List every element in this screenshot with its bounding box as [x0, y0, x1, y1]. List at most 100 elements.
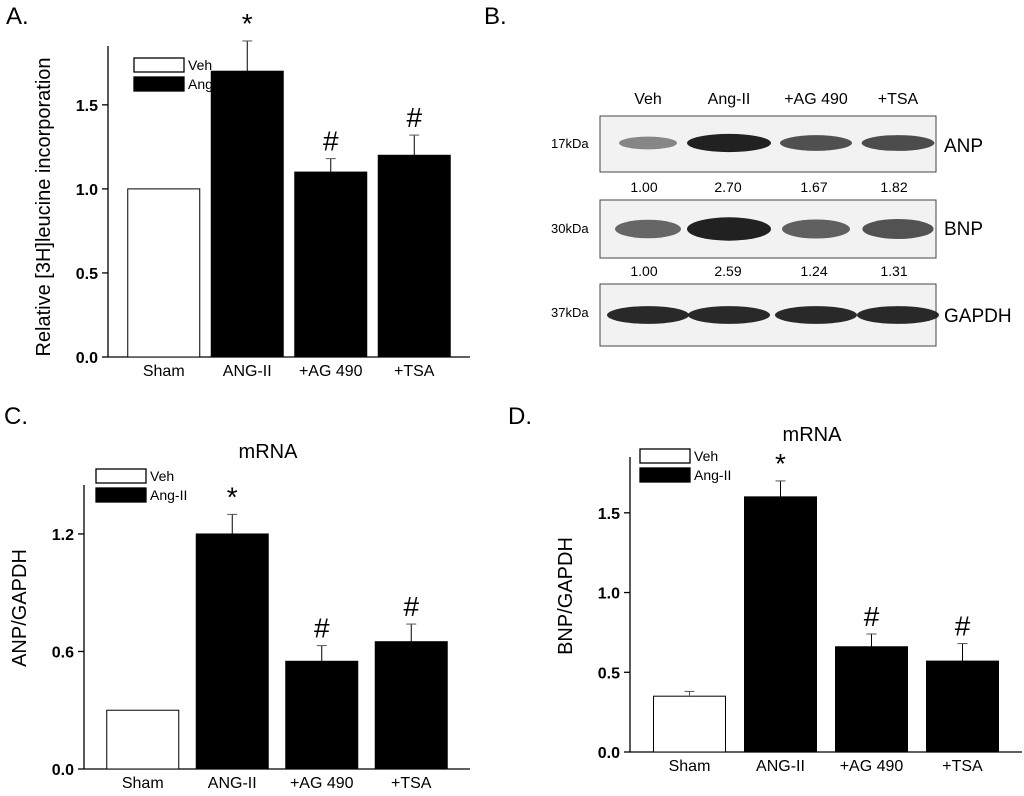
panel-a-legend-label: Ang-II	[188, 76, 225, 92]
panel-d-x-tick-label: ANG-II	[756, 758, 805, 775]
panel-d-y-tick-label: 1.5	[598, 506, 620, 523]
blot-bands-anp	[619, 133, 935, 153]
blot-band-anp-tsa	[861, 135, 935, 151]
blot-band-gapdh-tsa	[857, 306, 939, 324]
blot-bands-bnp	[615, 217, 934, 241]
panel-d-y-tick-label: 1.0	[598, 586, 620, 603]
panel-a-y-tick-label: 1.0	[76, 182, 98, 199]
blot-size-gapdh: 37kDa	[551, 305, 589, 320]
panel-d-significance-marker: *	[775, 448, 786, 479]
panel-d-bar-tsa	[926, 660, 999, 753]
panel-c-title: mRNA	[239, 441, 299, 463]
blot-band-bnp-tsa	[862, 219, 934, 239]
panel-b-label: B.	[484, 3, 507, 30]
panel-d-legend-label: Veh	[694, 448, 718, 464]
panel-d-x-tick-label: Sham	[669, 758, 711, 775]
panel-c-chart: C. mRNA ANP/GAPDH 0.0 0.6 1.2 Sham * ANG-II # +…	[4, 403, 470, 792]
panel-d-y-tick-label: 0.0	[598, 745, 620, 762]
blot-quant-anp-ang-ii: 2.70	[714, 179, 741, 195]
panel-c-x-tick-label: +AG 490	[290, 775, 354, 792]
panel-a-significance-marker: *	[242, 8, 253, 39]
panel-a-y-axis-label: Relative [3H]leucine incorporation	[33, 57, 55, 356]
panel-d-significance-marker: #	[864, 601, 880, 632]
panel-a-bar-sham	[127, 188, 201, 358]
panel-a-legend-swatch	[133, 76, 185, 92]
blot-size-anp: 17kDa	[551, 136, 589, 151]
blot-band-gapdh-veh	[607, 306, 689, 324]
blot-band-gapdh-ang-ii	[688, 306, 770, 324]
panel-c-y-tick-label: 0.0	[52, 762, 74, 779]
panel-c-legend-label: Ang-II	[150, 487, 187, 503]
blot-band-bnp-veh	[615, 219, 681, 239]
panel-c-significance-marker: #	[314, 613, 330, 644]
blot-band-gapdh-ag-490	[775, 306, 857, 324]
panel-d-chart: D. mRNA BNP/GAPDH 0.0 0.5 1.0 1.5 Sham * ANG-I…	[508, 403, 1022, 775]
panel-d-x-tick-label: +AG 490	[840, 758, 904, 775]
blot-band-bnp-ang-ii	[687, 217, 771, 241]
panel-a-bar-ag-490	[294, 171, 368, 358]
panel-d-y-axis-label: BNP/GAPDH	[555, 537, 577, 655]
blot-size-bnp: 30kDa	[551, 221, 589, 236]
blot-band-bnp-ag-490	[782, 219, 850, 239]
panel-a-label: A.	[6, 3, 29, 30]
panel-c-legend-label: Veh	[150, 468, 174, 484]
panel-d-x-tick-label: +TSA	[942, 758, 983, 775]
panel-d-bar-sham	[653, 695, 726, 753]
panel-a-legend-swatch	[133, 57, 185, 73]
panel-c-y-tick-label: 0.6	[52, 644, 74, 661]
blot-column-ang-ii: Ang-II	[708, 91, 751, 108]
panel-d-label: D.	[508, 403, 532, 430]
panel-c-legend-swatch	[95, 487, 147, 503]
panel-c-y-tick-label: 1.2	[52, 527, 74, 544]
blot-quant-bnp-tsa: 1.31	[880, 263, 907, 279]
panel-a-x-tick-label: ANG-II	[223, 363, 272, 380]
blot-band-anp-ag-490	[780, 135, 852, 151]
panel-a-bar-tsa	[377, 154, 451, 358]
panel-c-bar-tsa	[374, 641, 448, 770]
panel-d-legend-swatch	[639, 448, 691, 464]
blot-bands-gapdh	[607, 306, 939, 324]
panel-d-legend-label: Ang-II	[694, 467, 731, 483]
blot-protein-gapdh: GAPDH	[944, 306, 1012, 327]
blot-column-veh: Veh	[634, 91, 662, 108]
panel-d-bar-ag-490	[835, 646, 908, 753]
panel-d-significance-marker: #	[955, 611, 971, 642]
panel-a-bar-ang-ii	[210, 70, 284, 358]
panel-c-bar-ang-ii	[195, 533, 269, 770]
panel-c-y-axis-label: ANP/GAPDH	[9, 549, 31, 667]
panel-a-x-tick-label: Sham	[143, 363, 185, 380]
panel-c-bar-sham	[106, 709, 180, 770]
blot-quant-bnp-ag490: 1.24	[800, 263, 827, 279]
panel-b-western-blot: B. Veh Ang-II +AG 490 +TSA 17kDa ANP 1.0…	[484, 3, 1012, 347]
panel-c-x-tick-label: Sham	[122, 775, 164, 792]
panel-c-legend-swatch	[95, 468, 147, 484]
panel-a-y-tick-label: 0.5	[76, 266, 98, 283]
panel-c-label: C.	[4, 403, 28, 430]
panel-c-significance-marker: #	[403, 591, 419, 622]
panel-c-significance-marker: *	[227, 481, 238, 512]
panel-a-x-tick-label: +AG 490	[299, 363, 363, 380]
blot-band-anp-veh	[619, 136, 677, 150]
blot-band-anp-ang-ii	[687, 133, 771, 153]
panel-a-significance-marker: #	[323, 126, 339, 157]
panel-c-x-tick-label: +TSA	[391, 775, 432, 792]
blot-column-ag490: +AG 490	[784, 91, 848, 108]
blot-protein-anp: ANP	[944, 136, 983, 157]
blot-quant-bnp-veh: 1.00	[630, 263, 657, 279]
panel-d-bar-ang-ii	[744, 496, 817, 753]
panel-a-y-tick-label: 0.0	[76, 350, 98, 367]
panel-d-legend-swatch	[639, 467, 691, 483]
blot-protein-bnp: BNP	[944, 219, 983, 240]
panel-a-legend-label: Veh	[188, 57, 212, 73]
panel-c-x-tick-label: ANG-II	[208, 775, 257, 792]
panel-c-bar-ag-490	[285, 660, 359, 770]
panel-d-y-tick-label: 0.5	[598, 665, 620, 682]
panel-a-significance-marker: #	[406, 102, 422, 133]
panel-a-y-tick-label: 1.5	[76, 98, 98, 115]
panel-d-title: mRNA	[783, 424, 843, 446]
blot-quant-anp-tsa: 1.82	[880, 179, 907, 195]
blot-quant-bnp-ang-ii: 2.59	[714, 263, 741, 279]
blot-column-tsa: +TSA	[878, 91, 919, 108]
blot-quant-anp-ag490: 1.67	[800, 179, 827, 195]
